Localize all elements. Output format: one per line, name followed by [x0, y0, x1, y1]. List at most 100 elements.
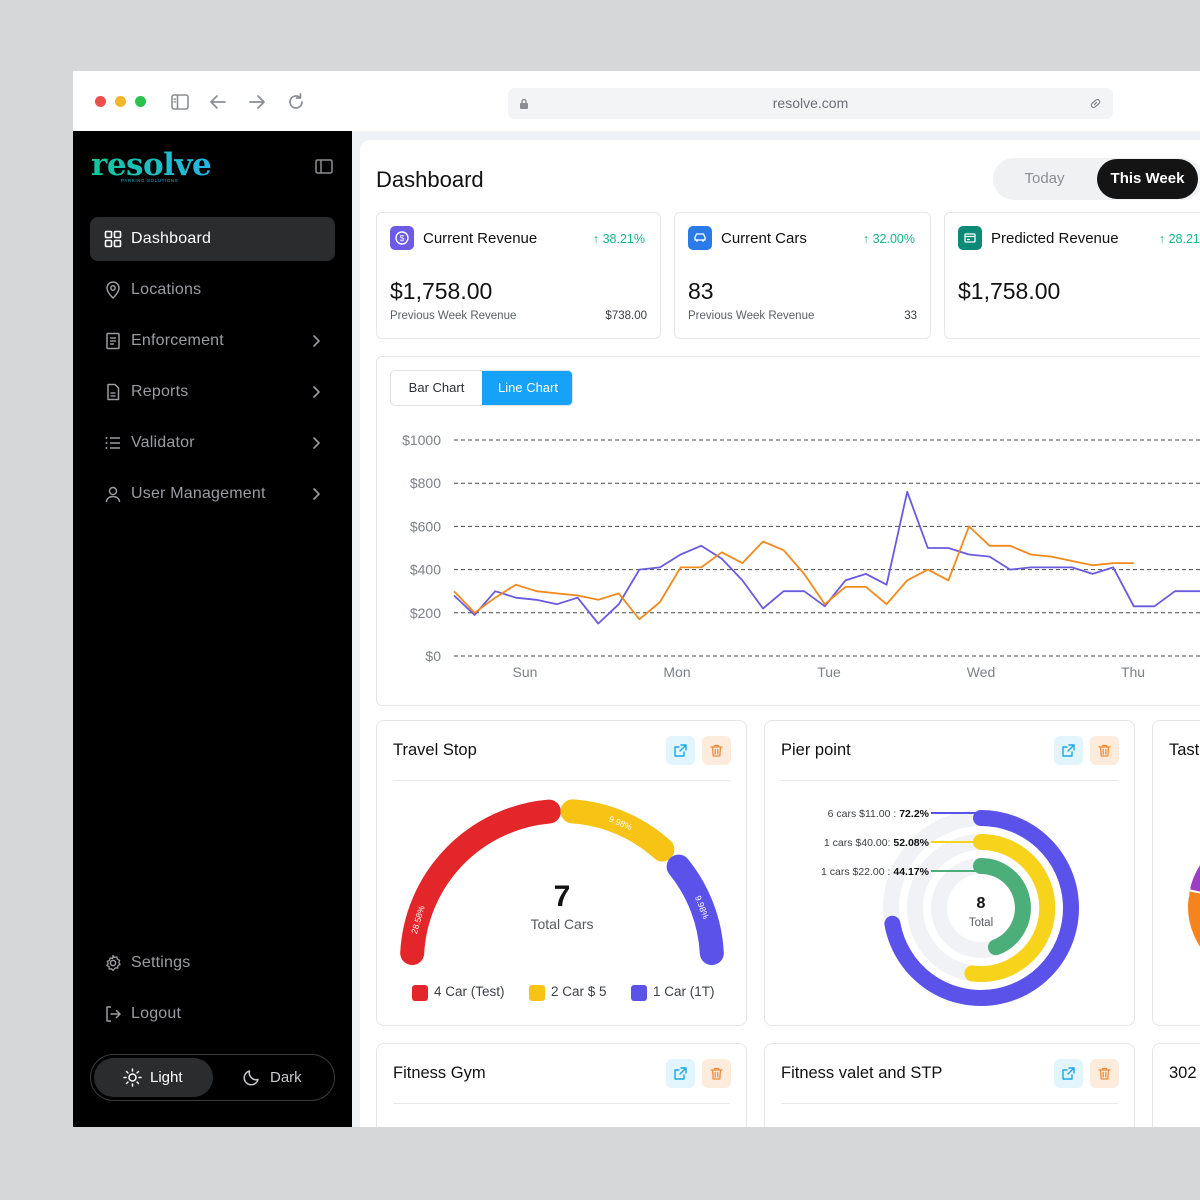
lot-title: Fitness valet and STP	[781, 1064, 943, 1082]
change-value: 32.00%	[872, 232, 915, 246]
collapse-sidebar-icon[interactable]	[315, 159, 333, 175]
maximize-window-dot[interactable]	[135, 96, 146, 107]
wallet-icon	[958, 226, 982, 250]
close-window-dot[interactable]	[95, 96, 106, 107]
brand-logo[interactable]: resolve	[91, 147, 212, 183]
browser-window: resolve.com resolve PARKING SOLUTIONS Da…	[73, 71, 1200, 1127]
y-tick-label: $800	[410, 475, 441, 491]
revenue-line-chart: $1000 $800 $600 $400 $200 $0 Sun Mon Tue Wed Thu	[402, 432, 1200, 680]
y-tick-label: $1000	[402, 432, 441, 448]
nav-item-reports[interactable]: Reports	[90, 370, 335, 414]
ring-arc	[973, 858, 1031, 956]
car-icon	[688, 226, 712, 250]
range-this-week-button[interactable]: This Week	[1097, 159, 1198, 199]
gauge-segment	[400, 799, 561, 966]
card-value: $1,758.00	[958, 278, 1061, 304]
divider	[393, 780, 730, 781]
lot-title: Pier point	[781, 741, 851, 759]
external-link-icon	[674, 744, 687, 757]
report-icon	[107, 383, 120, 401]
list-icon	[105, 437, 120, 449]
light-mode-button[interactable]: Light	[94, 1058, 213, 1097]
bar-chart-tab[interactable]: Bar Chart	[408, 380, 465, 395]
legend-label: 2 Car $ 5	[551, 984, 607, 999]
nav-item-locations[interactable]: Locations	[90, 268, 335, 312]
address-bar[interactable]: resolve.com	[508, 88, 1113, 119]
nav-item-logout[interactable]: Logout	[90, 992, 335, 1036]
document-icon	[106, 332, 120, 350]
arrow-up-icon: ↑	[862, 232, 873, 246]
card-sub-label: Previous Week Revenue	[390, 310, 517, 322]
lot-card-travel-stop: Travel Stop 28.58% 9.98% 9.98% 7 Total Cars …	[376, 720, 747, 1026]
lot-card-tast: Tast 12.5%	[1152, 720, 1200, 1026]
nav-label-logout: Logout	[131, 1005, 182, 1022]
nav-label-enforcement: Enforcement	[131, 332, 224, 349]
open-lot-button[interactable]	[1054, 736, 1083, 765]
page-title: Dashboard	[376, 167, 484, 192]
change-badge: ↑ 32.00%	[863, 232, 915, 246]
change-badge: ↑ 38.21%	[593, 232, 645, 246]
link-icon[interactable]	[1088, 96, 1103, 111]
open-lot-button[interactable]	[666, 736, 695, 765]
svg-text:$: $	[400, 233, 405, 243]
minimize-window-dot[interactable]	[115, 96, 126, 107]
ring-total-value: 8	[977, 895, 986, 912]
ring-arc	[964, 833, 1056, 982]
external-link-icon	[674, 1067, 687, 1080]
card-prev-value: 33	[904, 310, 917, 322]
nav-label-reports: Reports	[131, 383, 189, 400]
card-title: Predicted Revenue	[991, 230, 1119, 247]
delete-lot-button[interactable]	[702, 1059, 731, 1088]
legend-swatch	[631, 985, 647, 1001]
delete-lot-button[interactable]	[1090, 736, 1119, 765]
nav-item-validator[interactable]: Validator	[90, 421, 335, 465]
user-icon	[105, 486, 121, 503]
card-title: Current Revenue	[423, 230, 538, 247]
revenue-chart-card: Bar Chart Line Chart $1000 $800 $600 $400 $2…	[376, 356, 1200, 706]
y-tick-label: $400	[410, 562, 441, 578]
x-tick-label: Thu	[1121, 664, 1145, 680]
open-lot-button[interactable]	[666, 1059, 695, 1088]
forward-arrow-icon[interactable]	[246, 91, 268, 113]
sidebar: resolve PARKING SOLUTIONS Dashboard Loca…	[73, 131, 352, 1127]
divider	[393, 1103, 730, 1104]
arrow-up-icon: ↑	[592, 232, 603, 246]
back-arrow-icon[interactable]	[207, 91, 229, 113]
current-cars-card: Current Cars ↑ 32.00% 83 Previous Week R…	[674, 212, 931, 339]
nav-label-settings: Settings	[131, 954, 191, 971]
chevron-right-icon	[313, 386, 320, 398]
card-prev-value: $738.00	[605, 310, 647, 322]
nav-item-dashboard[interactable]: Dashboard	[90, 217, 335, 261]
line-chart-tab[interactable]: Line Chart	[482, 371, 572, 405]
browser-toolbar: resolve.com	[73, 71, 1200, 131]
dollar-icon: $	[390, 226, 414, 250]
nav-item-enforcement[interactable]: Enforcement	[90, 319, 335, 363]
ring-label: 1 cars $40.00: 52.08%	[824, 837, 930, 849]
light-mode-label: Light	[150, 1069, 183, 1086]
dark-mode-button[interactable]: Dark	[216, 1058, 331, 1097]
trash-icon	[1098, 744, 1111, 757]
lot-title: 302	[1169, 1064, 1197, 1082]
delete-lot-button[interactable]	[702, 736, 731, 765]
predicted-revenue-card: Predicted Revenue ↑ 28.21% $1,758.00	[944, 212, 1200, 339]
tast-pie-chart: 12.5%	[1180, 861, 1200, 951]
chevron-right-icon	[313, 335, 320, 347]
nav-item-settings[interactable]: Settings	[90, 941, 335, 985]
gauge-segment	[666, 854, 724, 966]
series-line	[453, 525, 1134, 621]
sidebar-toggle-icon[interactable]	[169, 91, 191, 113]
dark-mode-label: Dark	[270, 1069, 302, 1086]
delete-lot-button[interactable]	[1090, 1059, 1119, 1088]
range-today-button[interactable]: Today	[1024, 170, 1065, 187]
nav-item-user-management[interactable]: User Management	[90, 472, 335, 516]
change-value: 28.21%	[1168, 232, 1200, 246]
trash-icon	[710, 1067, 723, 1080]
slice-percent-label: 12.5%	[1180, 877, 1194, 903]
theme-switcher: Light Dark	[90, 1054, 335, 1101]
reload-icon[interactable]	[285, 91, 307, 113]
open-lot-button[interactable]	[1054, 1059, 1083, 1088]
ring-label: 1 cars $22.00 : 44.17%	[821, 866, 930, 878]
legend-swatch	[412, 985, 428, 1001]
trash-icon	[710, 744, 723, 757]
